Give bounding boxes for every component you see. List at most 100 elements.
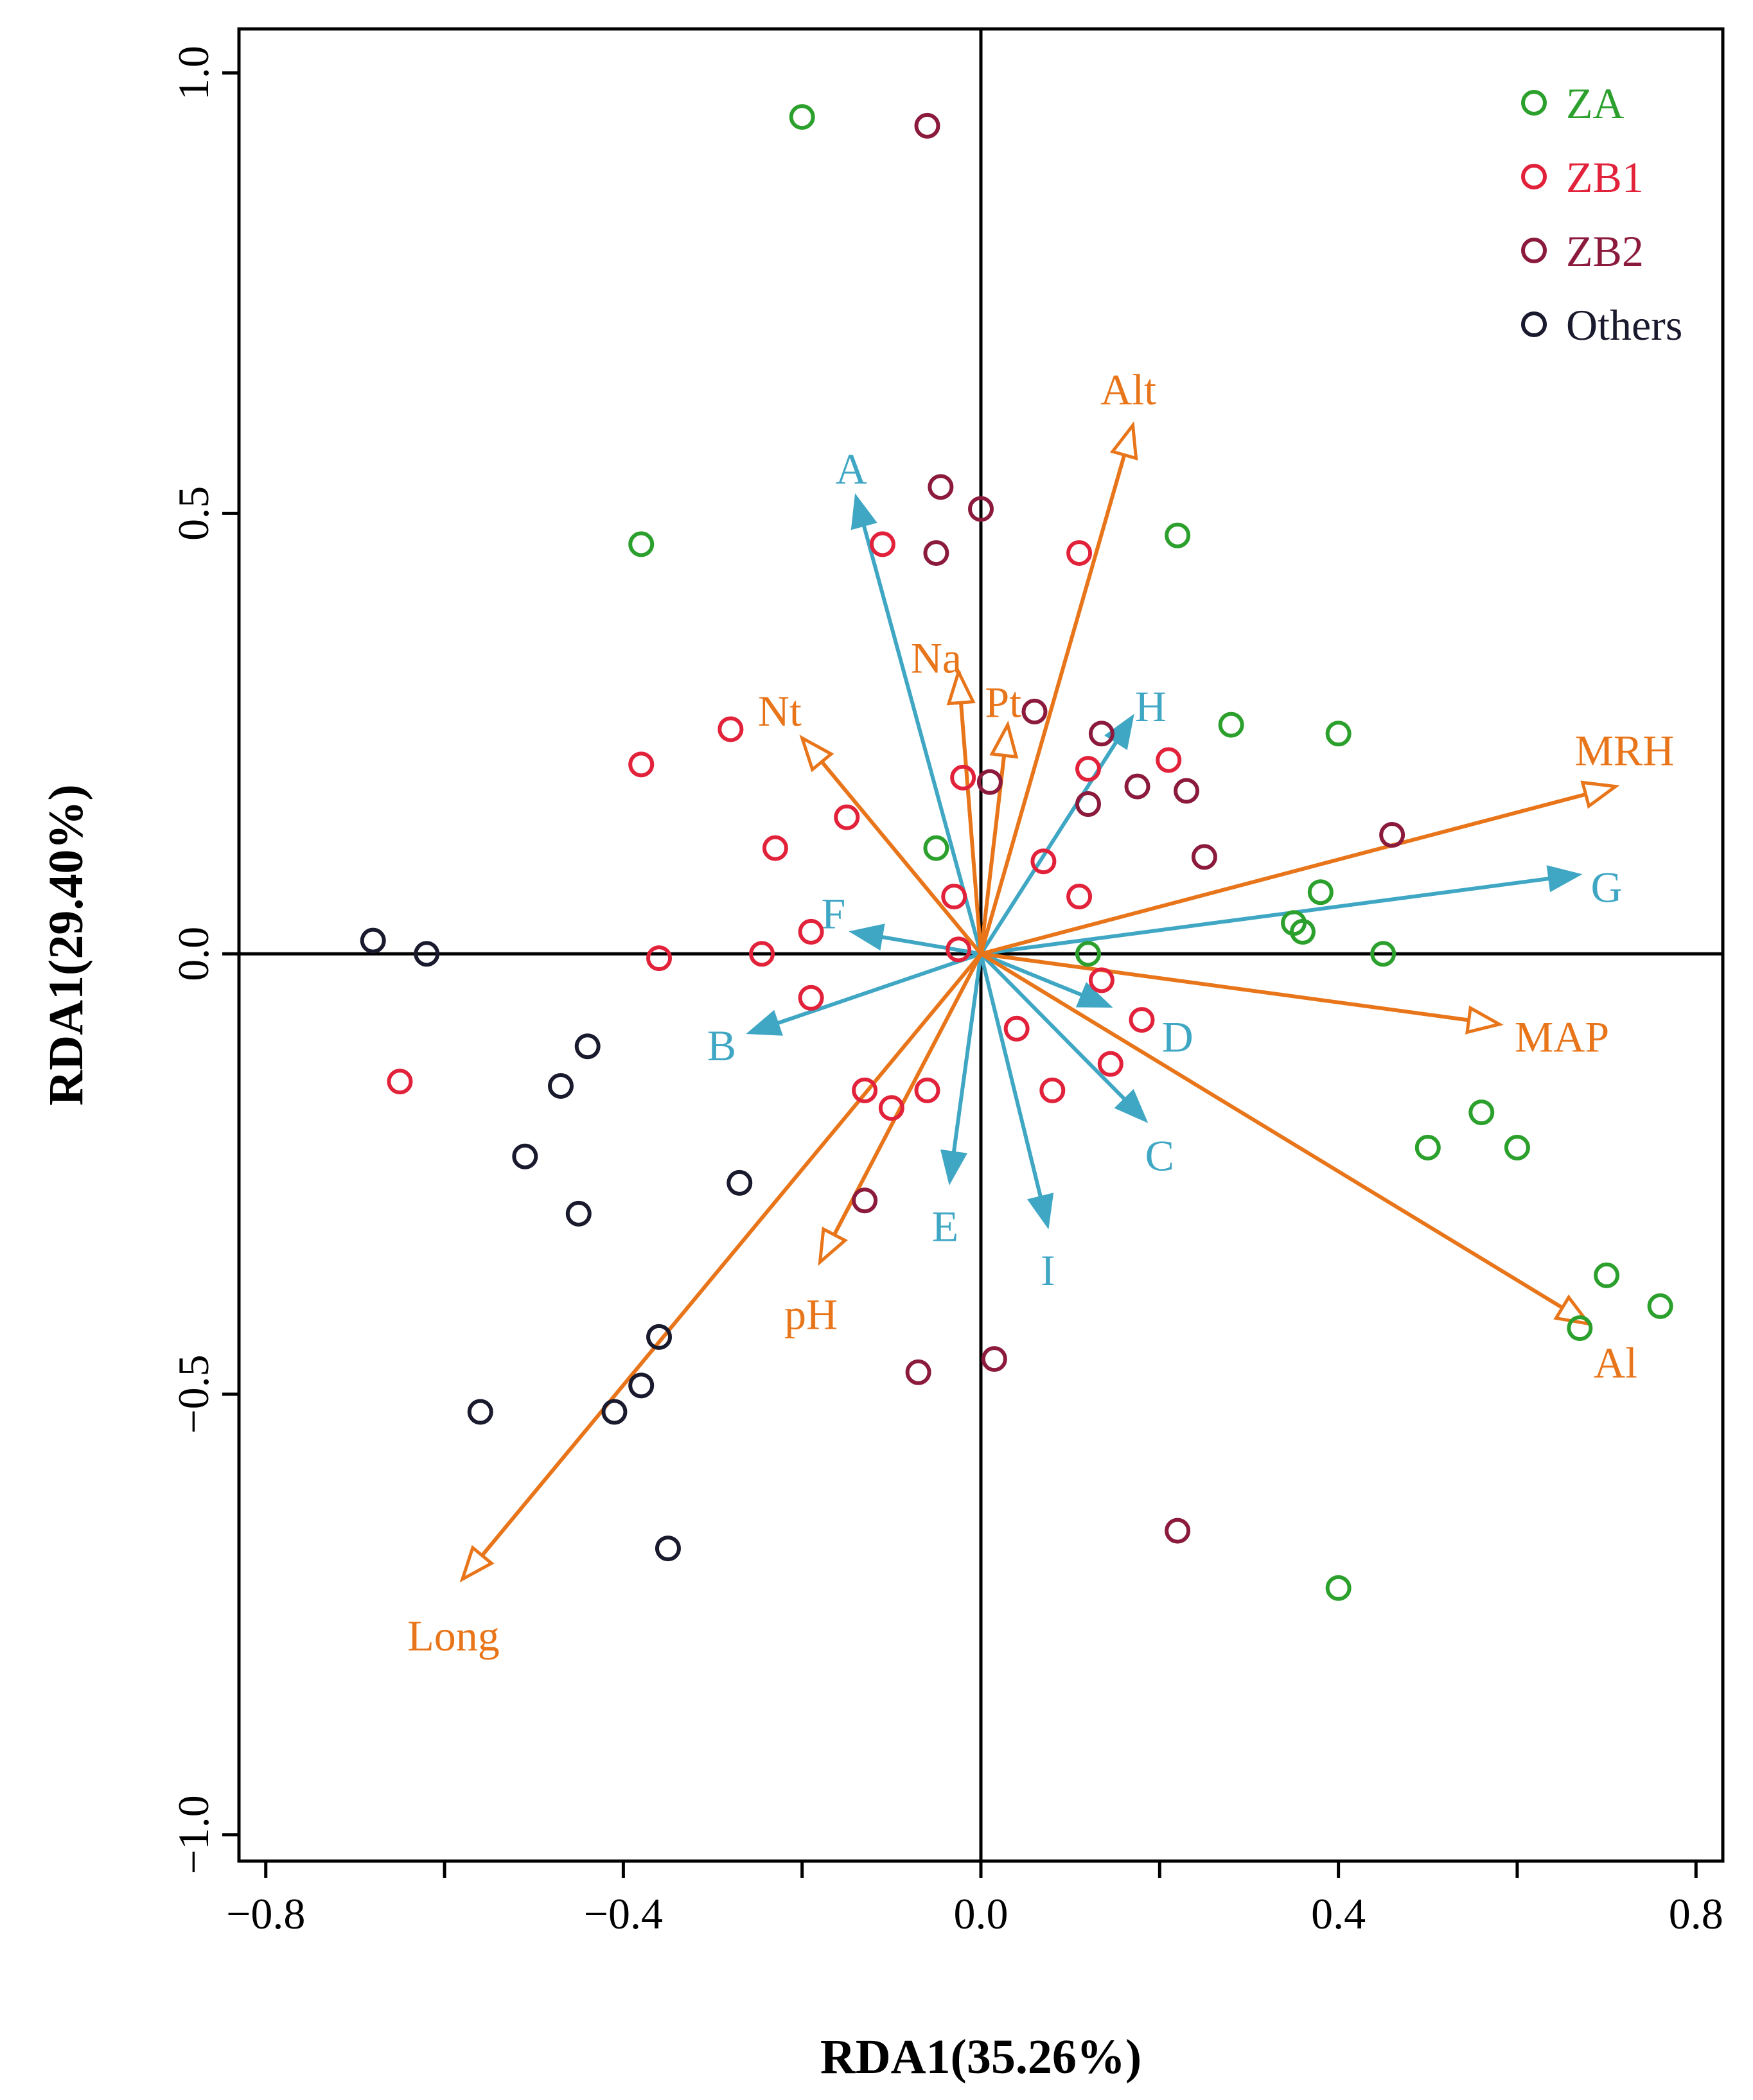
vector-na-shaft (959, 702, 983, 954)
vector-long-arrowhead (459, 1544, 495, 1583)
point-za (1307, 879, 1334, 906)
vector-a-shaft (861, 521, 983, 955)
vector-d-arrowhead (1075, 982, 1113, 1008)
vector-b-arrowhead (746, 1010, 783, 1036)
legend-label-za: ZA (1566, 79, 1625, 128)
point-others (628, 1372, 655, 1399)
point-zb1 (749, 941, 775, 967)
point-za (1218, 712, 1244, 738)
point-za (1289, 918, 1316, 945)
point-zb1 (852, 1077, 878, 1103)
vector-alt-arrowhead (1109, 421, 1138, 461)
point-zb1 (1129, 1007, 1155, 1033)
point-zb1 (1088, 967, 1114, 993)
x-tick-label: −0.4 (584, 1889, 663, 1938)
point-zb1 (798, 918, 824, 945)
vector-long-shaft (480, 952, 983, 1557)
vector-long-label: Long (407, 1611, 500, 1660)
point-za (1594, 1262, 1620, 1288)
vector-nt-shaft (820, 760, 983, 956)
point-za (1165, 522, 1191, 548)
vector-b-shaft (773, 952, 982, 1026)
vector-f-label: F (821, 889, 845, 938)
vector-d-shaft (980, 952, 1087, 999)
series-zb2 (852, 112, 1405, 1544)
point-za (1075, 941, 1101, 967)
point-others (655, 1536, 681, 1562)
vector-alt-label: Alt (1100, 365, 1156, 414)
point-zb1 (628, 751, 655, 778)
point-zb1 (646, 945, 673, 972)
point-others (467, 1399, 493, 1425)
vector-g-arrowhead (1546, 865, 1583, 893)
point-zb1 (878, 1095, 904, 1121)
vector-i-shaft (979, 953, 1044, 1202)
point-za (1370, 941, 1396, 967)
vector-ph-label: pH (784, 1290, 838, 1339)
point-za (1567, 1315, 1593, 1342)
vector-mrh-shaft (980, 792, 1587, 956)
point-zb1 (387, 1069, 413, 1095)
vector-pt-label: Pt (985, 678, 1021, 726)
legend-label-zb1: ZB1 (1566, 153, 1644, 202)
point-zb2 (976, 769, 1003, 795)
point-zb2 (1088, 721, 1114, 747)
vector-i-arrowhead (1026, 1193, 1054, 1230)
vector-h-label: H (1135, 682, 1167, 731)
point-zb1 (718, 716, 744, 742)
x-tick-label: 0.4 (1311, 1889, 1366, 1938)
point-zb2 (914, 112, 940, 139)
vector-c-label: C (1145, 1132, 1174, 1180)
point-others (646, 1324, 673, 1350)
vector-c-arrowhead (1114, 1089, 1149, 1123)
point-za (1325, 1575, 1352, 1601)
vector-al-label: Al (1594, 1338, 1637, 1387)
legend-marker-others (1521, 311, 1547, 337)
y-axis-title: RDA1(29.40%) (39, 784, 93, 1105)
point-others (547, 1072, 574, 1099)
vector-alt-shaft (979, 454, 1127, 955)
point-za (1414, 1134, 1441, 1160)
point-others (565, 1200, 592, 1227)
point-others (512, 1143, 538, 1169)
vector-mrh-label: MRH (1574, 726, 1674, 775)
point-zb1 (950, 764, 976, 791)
point-others (601, 1399, 628, 1425)
point-zb1 (1066, 540, 1093, 566)
legend-marker-zb1 (1521, 164, 1547, 189)
point-zb2 (1165, 1518, 1191, 1544)
vector-g-label: G (1591, 862, 1623, 911)
y-tick-label: 0.0 (169, 927, 218, 981)
point-zb2 (1379, 822, 1405, 848)
point-zb2 (1075, 791, 1101, 818)
tick-marks: −0.8 −0.4 0.0 0.4 0.8 −1.0 −0.5 0.0 0.5 1.0 (169, 46, 1723, 1938)
vector-mrh-arrowhead (1580, 780, 1620, 809)
point-zb1 (1066, 884, 1093, 910)
point-zb1 (834, 804, 860, 830)
vector-h-arrowhead (1104, 713, 1134, 751)
vector-c-shaft (979, 952, 1129, 1104)
point-za (1325, 721, 1352, 747)
point-za (628, 531, 655, 557)
point-zb2 (1021, 699, 1048, 725)
point-zb1 (914, 1077, 940, 1103)
vector-d-label: D (1162, 1013, 1194, 1062)
point-zb2 (968, 496, 994, 522)
series-others (360, 927, 753, 1562)
y-tick-label: −1.0 (169, 1795, 218, 1874)
point-za (789, 104, 815, 130)
point-zb2 (1124, 773, 1150, 800)
series-za (628, 104, 1673, 1601)
y-tick-label: −0.5 (169, 1354, 218, 1433)
vector-a-label: A (836, 444, 867, 493)
point-zb2 (852, 1187, 878, 1214)
vector-map-arrowhead (1465, 1005, 1504, 1035)
vector-e-arrowhead (940, 1149, 968, 1186)
point-za (923, 835, 949, 861)
vector-ph-shaft (832, 952, 983, 1236)
point-others (360, 927, 386, 954)
point-za (1468, 1099, 1495, 1126)
point-zb2 (1174, 778, 1200, 804)
legend-label-zb2: ZB2 (1566, 227, 1644, 276)
